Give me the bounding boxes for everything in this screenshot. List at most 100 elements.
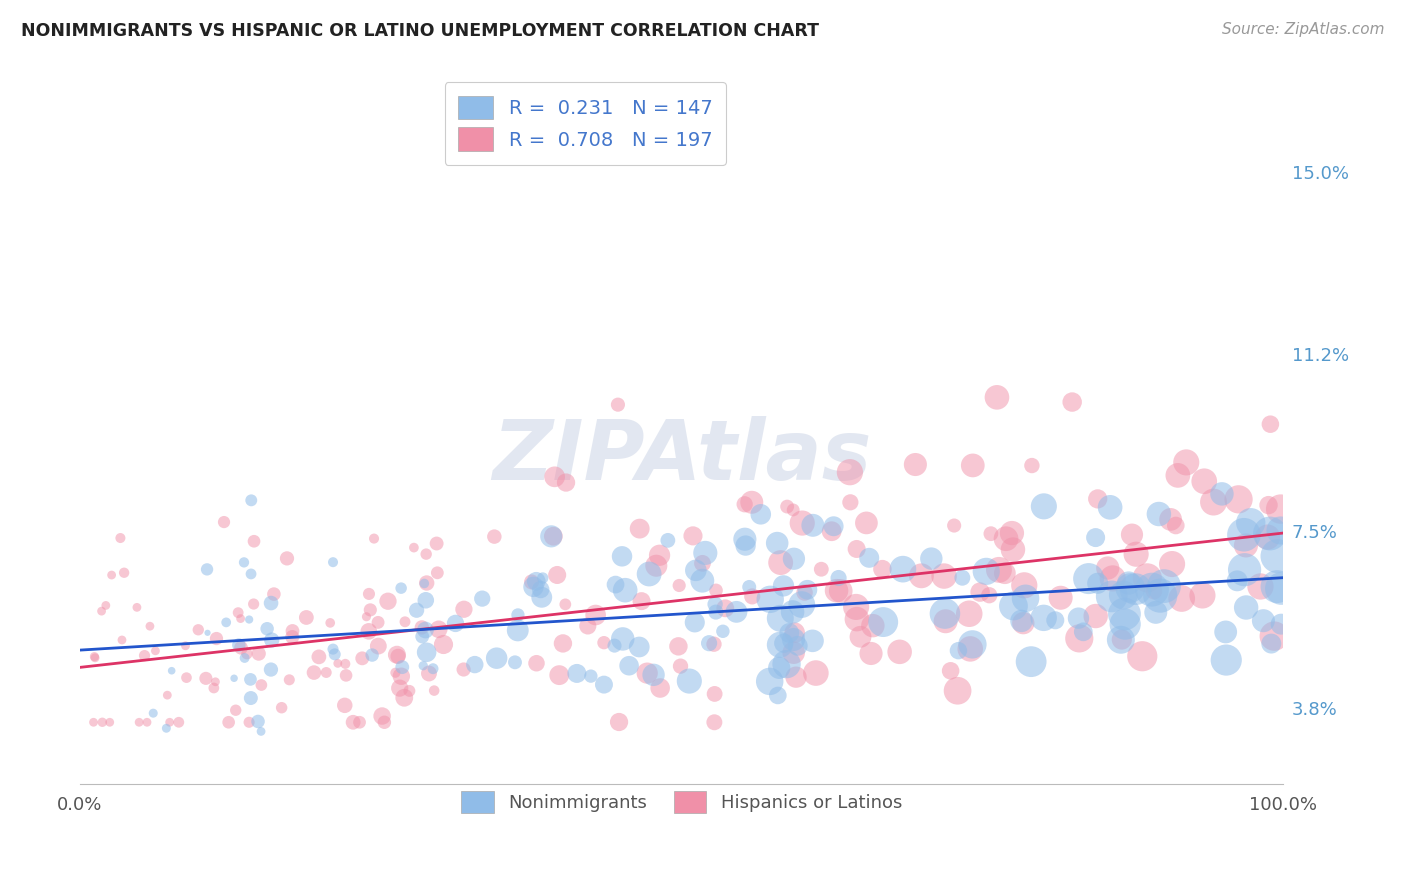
Point <box>453 663 475 677</box>
Point <box>112 566 135 580</box>
Point <box>1260 417 1282 432</box>
Point <box>222 671 245 685</box>
Point <box>243 534 266 549</box>
Point <box>391 660 413 674</box>
Point <box>1226 574 1249 588</box>
Point <box>1227 492 1250 507</box>
Point <box>725 605 748 619</box>
Point <box>411 620 433 634</box>
Point <box>1234 538 1257 552</box>
Point <box>1270 502 1292 516</box>
Point <box>1045 613 1067 627</box>
Point <box>974 565 997 579</box>
Point <box>607 714 630 729</box>
Point <box>394 690 416 705</box>
Point <box>1071 624 1094 639</box>
Point <box>418 666 440 681</box>
Point <box>415 645 437 659</box>
Point <box>520 574 543 589</box>
Point <box>94 599 117 613</box>
Point <box>821 524 844 539</box>
Point <box>111 632 134 647</box>
Point <box>1257 530 1279 544</box>
Point <box>1012 616 1035 631</box>
Point <box>1149 589 1171 603</box>
Point <box>1234 600 1257 615</box>
Point <box>636 666 658 681</box>
Point <box>367 615 389 630</box>
Point <box>948 643 970 657</box>
Point <box>1019 655 1042 669</box>
Point <box>1084 531 1107 545</box>
Point <box>194 671 217 685</box>
Point <box>585 607 607 622</box>
Point <box>889 645 911 659</box>
Point <box>387 649 409 664</box>
Point <box>240 493 263 508</box>
Point <box>205 632 228 646</box>
Point <box>247 714 270 729</box>
Point <box>402 541 425 555</box>
Point <box>758 674 780 689</box>
Point <box>187 623 209 637</box>
Point <box>233 555 256 569</box>
Point <box>1270 582 1292 596</box>
Point <box>543 529 565 543</box>
Point <box>1032 500 1054 514</box>
Point <box>91 715 114 730</box>
Point <box>1265 580 1288 594</box>
Point <box>772 636 794 650</box>
Point <box>229 640 252 655</box>
Point <box>801 518 824 533</box>
Point <box>134 648 156 663</box>
Point <box>628 522 651 536</box>
Point <box>1069 632 1091 646</box>
Point <box>838 465 860 479</box>
Point <box>373 715 395 730</box>
Point <box>565 666 588 681</box>
Point <box>785 670 807 684</box>
Point <box>1258 526 1281 541</box>
Point <box>738 580 761 594</box>
Point <box>769 611 792 625</box>
Point <box>617 658 640 673</box>
Point <box>1130 649 1153 664</box>
Point <box>212 515 235 529</box>
Point <box>593 635 616 649</box>
Point <box>1191 589 1213 603</box>
Point <box>260 596 283 610</box>
Point <box>782 632 804 647</box>
Point <box>1049 591 1071 605</box>
Point <box>315 665 337 680</box>
Point <box>263 587 285 601</box>
Point <box>786 639 808 653</box>
Point <box>801 633 824 648</box>
Point <box>239 673 262 687</box>
Point <box>741 495 763 509</box>
Point <box>1250 579 1272 593</box>
Text: NONIMMIGRANTS VS HISPANIC OR LATINO UNEMPLOYMENT CORRELATION CHART: NONIMMIGRANTS VS HISPANIC OR LATINO UNEM… <box>21 22 820 40</box>
Point <box>385 648 408 662</box>
Point <box>1263 629 1285 643</box>
Point <box>276 551 298 566</box>
Point <box>136 715 159 730</box>
Point <box>768 661 790 675</box>
Point <box>703 637 725 651</box>
Point <box>238 715 260 730</box>
Point <box>695 546 717 560</box>
Point <box>295 610 318 624</box>
Point <box>226 606 249 620</box>
Point <box>389 669 412 683</box>
Point <box>643 668 665 682</box>
Point <box>683 615 706 630</box>
Point <box>388 681 411 695</box>
Point <box>776 500 799 514</box>
Point <box>823 519 845 533</box>
Point <box>526 657 548 671</box>
Point <box>250 724 273 739</box>
Point <box>1253 614 1275 628</box>
Point <box>891 562 914 576</box>
Point <box>1114 617 1136 632</box>
Point <box>628 640 651 654</box>
Point <box>648 548 671 562</box>
